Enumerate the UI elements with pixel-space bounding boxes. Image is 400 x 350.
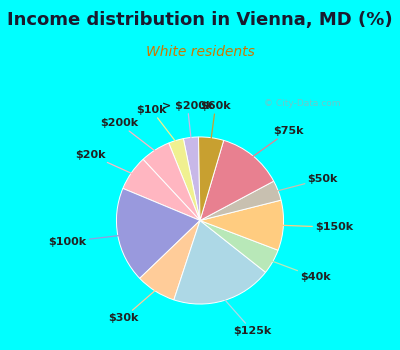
Text: Income distribution in Vienna, MD (%): Income distribution in Vienna, MD (%) <box>7 10 393 28</box>
Text: © City-Data.com: © City-Data.com <box>264 99 340 108</box>
Wedge shape <box>174 220 266 304</box>
Text: $75k: $75k <box>251 126 303 158</box>
Wedge shape <box>200 140 274 220</box>
Text: $50k: $50k <box>276 174 338 191</box>
Text: White residents: White residents <box>146 46 254 60</box>
Text: $200k: $200k <box>100 118 156 152</box>
Wedge shape <box>183 137 200 220</box>
Text: $20k: $20k <box>75 150 134 174</box>
Text: > $200k: > $200k <box>162 101 213 140</box>
Wedge shape <box>198 137 224 220</box>
Wedge shape <box>140 220 200 300</box>
Wedge shape <box>116 188 200 278</box>
Text: $150k: $150k <box>281 222 353 232</box>
Wedge shape <box>200 220 278 272</box>
Wedge shape <box>200 181 281 220</box>
Text: $125k: $125k <box>223 298 272 336</box>
Text: $30k: $30k <box>108 289 157 323</box>
Wedge shape <box>169 139 200 220</box>
Text: $10k: $10k <box>136 105 177 143</box>
Text: $40k: $40k <box>270 260 331 282</box>
Wedge shape <box>123 159 200 220</box>
Wedge shape <box>200 200 284 250</box>
Wedge shape <box>143 143 200 220</box>
Text: $60k: $60k <box>200 101 231 140</box>
Text: $100k: $100k <box>48 236 120 247</box>
